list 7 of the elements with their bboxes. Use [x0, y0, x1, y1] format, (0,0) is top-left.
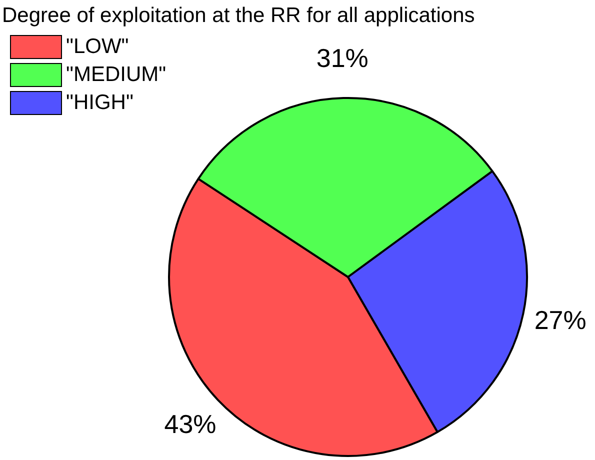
data-label: 27% — [534, 304, 586, 335]
data-label: 43% — [164, 409, 216, 440]
data-label: 31% — [316, 43, 368, 74]
legend-label: "HIGH" — [66, 91, 134, 115]
legend-label: "LOW" — [66, 35, 129, 59]
chart-title: Degree of exploitation at the RR for all applications — [2, 4, 475, 28]
legend-label: "MEDIUM" — [66, 63, 166, 87]
